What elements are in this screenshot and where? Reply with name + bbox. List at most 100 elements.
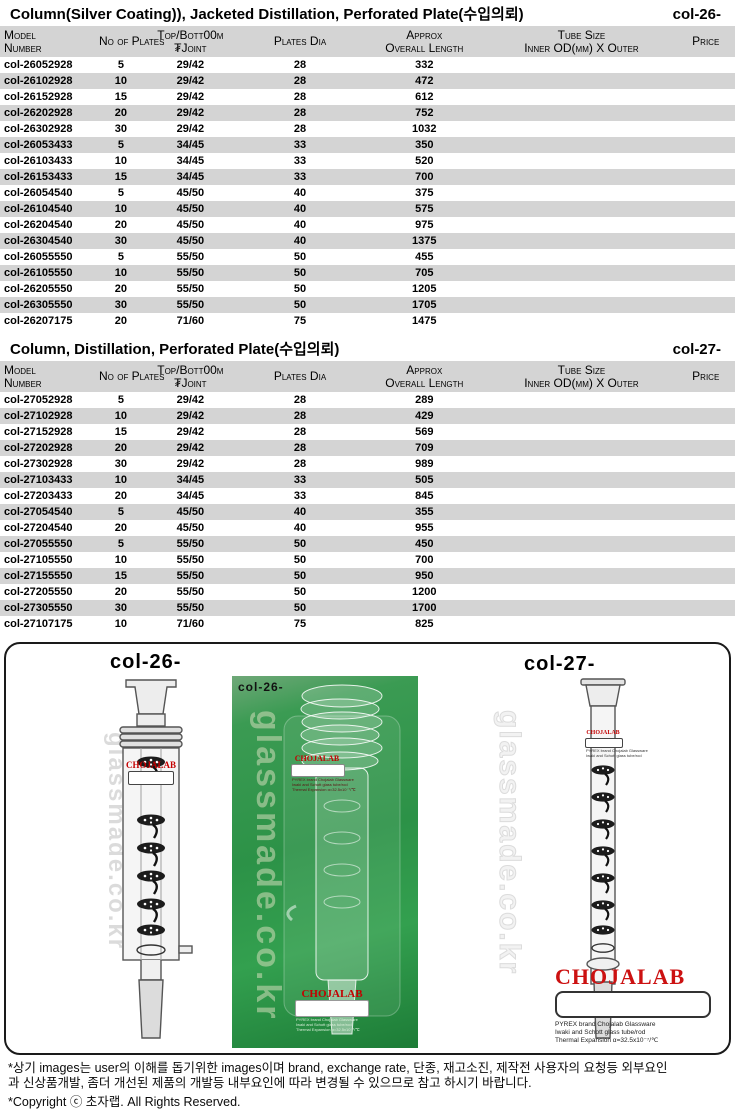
table-cell: 472 <box>415 75 434 87</box>
table-row: col-26207175 20 71/60 75 1475 <box>0 313 735 329</box>
table-cell <box>486 568 676 584</box>
table-cell: col-26105550 <box>4 267 73 279</box>
table-cell: 29/42 <box>176 107 205 119</box>
column-header: Model Number <box>4 27 42 55</box>
column-header: Top/Bott00m ₮Joint <box>157 362 224 390</box>
table-cell: 5 <box>117 506 124 518</box>
table-cell <box>676 392 735 408</box>
table-cell: 20 <box>114 522 128 534</box>
column-header: Top/Bott00m ₮Joint <box>157 27 224 55</box>
table-cell <box>486 201 676 217</box>
drawing-smalltext: PYREX brand Chojalab Glassware Iwaki and … <box>586 748 648 758</box>
table-cell <box>486 520 676 536</box>
table-cell: 50 <box>293 586 307 598</box>
table-cell <box>486 281 676 297</box>
table-cell <box>486 89 676 105</box>
table-cell <box>676 488 735 504</box>
table-cell: 15 <box>114 570 128 582</box>
photo-brand-label: CHOJALAB <box>301 988 363 1000</box>
table-cell: 71/60 <box>176 315 205 327</box>
photo-brand-label: CHOJALAB <box>294 754 340 763</box>
table-cell: 15 <box>114 91 128 103</box>
table-cell: 28 <box>293 107 307 119</box>
table-cell: 709 <box>415 442 434 454</box>
table-cell: 10 <box>114 267 128 279</box>
table-cell: 10 <box>114 155 128 167</box>
table-row: col-26102928 10 29/42 28 472 <box>0 73 735 89</box>
table-cell: 55/50 <box>176 283 205 295</box>
table-cell: 975 <box>415 219 434 231</box>
table-cell: 10 <box>114 410 128 422</box>
table-cell <box>486 297 676 313</box>
table-cell: 375 <box>415 187 434 199</box>
table-cell: col-27155550 <box>4 570 73 582</box>
column-header: Approx Overall Length <box>385 27 464 55</box>
table-cell <box>676 57 735 73</box>
disclaimer-line: *상기 images는 user의 이해를 돕기위한 images이며 bran… <box>8 1061 668 1075</box>
table-row: col-26103433 10 34/45 33 520 <box>0 153 735 169</box>
table-cell: 40 <box>293 235 307 247</box>
table-cell: 34/45 <box>176 474 205 486</box>
watermark-text: glassmade.co.kr <box>493 709 527 976</box>
copyright-line: *Copyright ⓒ 초자랩. All Rights Reserved. <box>8 1095 241 1109</box>
table-row: col-27302928 30 29/42 28 989 <box>0 456 735 472</box>
table-cell: 505 <box>415 474 434 486</box>
column-header: Tube Size Inner OD(mm) X Outer <box>524 362 639 390</box>
table-cell: 845 <box>415 490 434 502</box>
table-cell: 40 <box>293 506 307 518</box>
table-cell: 1700 <box>412 602 437 614</box>
table-cell <box>486 584 676 600</box>
table-row: col-26305550 30 55/50 50 1705 <box>0 297 735 313</box>
section-header-col26: Column(Silver Coating)), Jacketed Distil… <box>10 3 721 24</box>
table-row: col-26152928 15 29/42 28 612 <box>0 89 735 105</box>
table-cell <box>486 536 676 552</box>
table-cell: 55/50 <box>176 554 205 566</box>
brand-line: Thermal Expansion α=32.5x10⁻⁷/℃ <box>555 1037 659 1044</box>
table-row: col-27203433 20 34/45 33 845 <box>0 488 735 504</box>
table-cell <box>486 440 676 456</box>
table-cell: col-27152928 <box>4 426 73 438</box>
table-row: col-27052928 5 29/42 28 289 <box>0 392 735 408</box>
table-cell: 40 <box>293 219 307 231</box>
table-row: col-26104540 10 45/50 40 575 <box>0 201 735 217</box>
table-cell: 520 <box>415 155 434 167</box>
table-cell: 50 <box>293 283 307 295</box>
table-cell <box>676 89 735 105</box>
table-cell: 20 <box>114 490 128 502</box>
table-cell <box>676 137 735 153</box>
table-cell <box>676 281 735 297</box>
table-row: col-27103433 10 34/45 33 505 <box>0 472 735 488</box>
table-cell: 355 <box>415 506 434 518</box>
table-row: col-26055550 5 55/50 50 455 <box>0 249 735 265</box>
disclaimer-line: 과 신상품개발, 좀더 개선된 제품의 개발등 내부요인에 따라 변경될 수 있… <box>8 1076 532 1090</box>
table-cell: 10 <box>114 554 128 566</box>
table-cell: col-27202928 <box>4 442 73 454</box>
table-cell: 1200 <box>412 586 437 598</box>
table-cell <box>486 153 676 169</box>
table-cell: 55/50 <box>176 602 205 614</box>
table-row: col-26053433 5 34/45 33 350 <box>0 137 735 153</box>
table-cell: 30 <box>114 602 128 614</box>
table-cell: 34/45 <box>176 490 205 502</box>
table-cell: 45/50 <box>176 522 205 534</box>
table-cell: 29/42 <box>176 426 205 438</box>
brand-line: PYREX brand Chojalab Glassware <box>555 1021 656 1028</box>
catalog-page: Column(Silver Coating)), Jacketed Distil… <box>0 3 735 1109</box>
table-cell: 50 <box>293 602 307 614</box>
table-cell: 28 <box>293 394 307 406</box>
table-cell: 29/42 <box>176 75 205 87</box>
table-cell: 10 <box>114 618 128 630</box>
table-cell <box>486 456 676 472</box>
table-cell: 45/50 <box>176 219 205 231</box>
table-cell: 950 <box>415 570 434 582</box>
table-cell: 1032 <box>412 123 437 135</box>
table-cell: 50 <box>293 538 307 550</box>
table-cell: col-26302928 <box>4 123 73 135</box>
column-header: Plates Dia <box>273 34 327 48</box>
table-cell: col-26207175 <box>4 315 73 327</box>
table-cell <box>676 424 735 440</box>
table-cell: 700 <box>415 554 434 566</box>
table-cell: 33 <box>293 490 307 502</box>
photo-model-box <box>291 764 345 777</box>
drawing-brand-label: CHOJALAB <box>586 730 620 736</box>
